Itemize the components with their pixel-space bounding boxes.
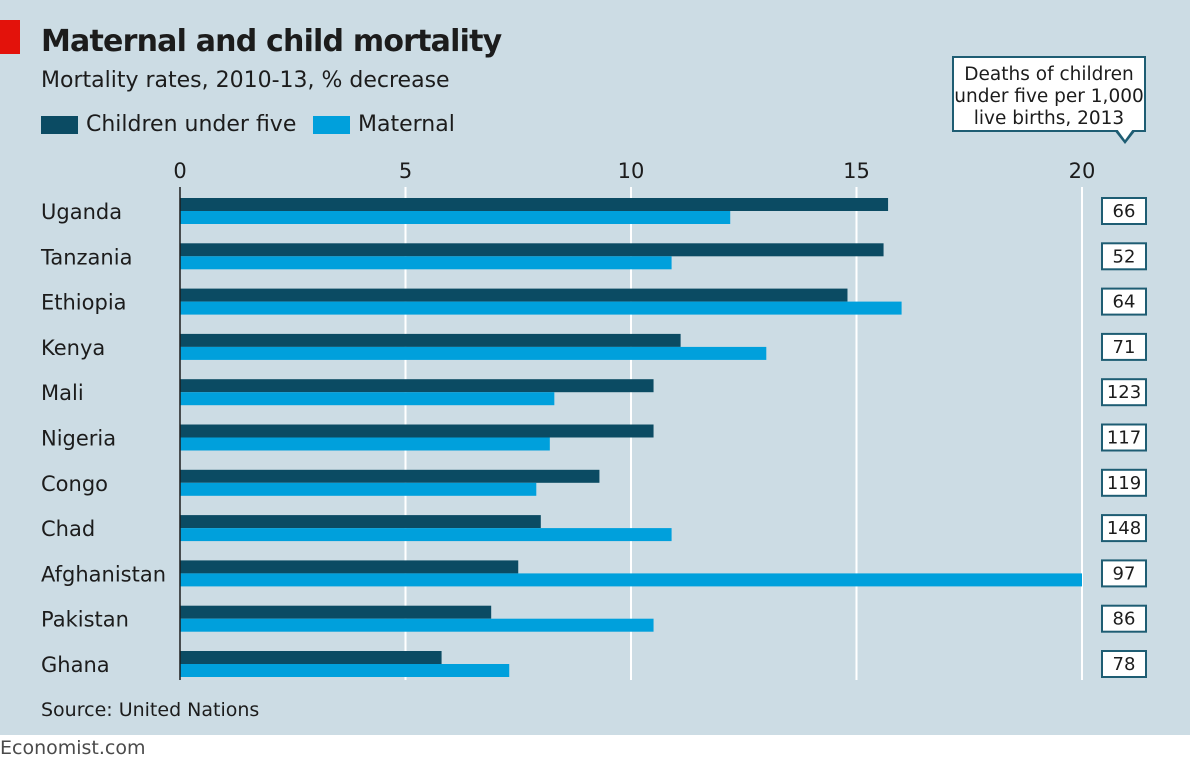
bar-children-under-five [180,605,492,619]
category-label: Congo [41,472,108,496]
bar-chart: 0 5 10 15 20 Uganda 66 Tanzania 52 Ethiopia 64 Keny… [40,159,1147,680]
x-tick-label: 0 [173,159,186,183]
category-label: Nigeria [41,427,116,451]
category-label: Afghanistan [41,562,166,586]
deaths-value-label: 123 [1107,382,1141,403]
category-label: Chad [41,517,95,541]
x-tick-label: 5 [399,159,412,183]
legend-label-maternal: Maternal [358,112,455,137]
bar-maternal [180,618,654,632]
bar-children-under-five [180,560,519,574]
deaths-value-label: 119 [1107,473,1141,494]
deaths-value-box [1101,514,1147,543]
deaths-value-label: 86 [1113,609,1136,630]
legend-item-children: Children under five [41,112,296,137]
category-label: Ethiopia [41,291,127,315]
brand-label: Economist.com [0,737,146,759]
deaths-value-label: 66 [1113,201,1136,222]
callout-line-3: live births, 2013 [973,108,1125,129]
deaths-value-box [1101,287,1147,316]
chart-title: Maternal and child mortality [41,24,502,59]
bar-maternal [180,301,902,315]
x-tick-label: 15 [843,159,870,183]
bar-maternal [180,346,767,360]
bar-children-under-five [180,515,541,529]
deaths-value-label: 97 [1113,563,1136,584]
bar-children-under-five [180,424,654,438]
category-label: Tanzania [40,245,132,269]
legend-item-maternal: Maternal [313,112,455,137]
category-label: Mali [41,381,84,405]
legend-swatch-children [41,115,78,134]
callout-pointer-fill [1117,129,1133,140]
category-label: Ghana [41,653,110,677]
bar-maternal [180,482,537,496]
deaths-value-box [1101,332,1147,361]
deaths-value-label: 78 [1113,654,1136,675]
bar-children-under-five [180,651,442,664]
callout-line-1: Deaths of children [964,64,1134,85]
deaths-value-label: 64 [1113,292,1136,313]
legend-label-children: Children under five [86,112,297,137]
deaths-value-box [1101,242,1147,271]
deaths-value-label: 71 [1113,337,1136,358]
chart-subtitle: Mortality rates, 2010-13, % decrease [41,68,450,93]
bar-children-under-five [180,469,600,483]
deaths-value-box [1101,378,1147,407]
bar-children-under-five [180,288,848,302]
bar-children-under-five [180,198,889,211]
category-label: Uganda [41,200,122,224]
bar-maternal [180,211,731,224]
category-label: Pakistan [41,608,129,632]
deaths-value-box [1101,197,1147,225]
source-note: Source: United Nations [41,699,260,721]
bar-children-under-five [180,379,654,393]
bar-maternal [180,664,510,677]
bar-children-under-five [180,243,884,257]
bar-children-under-five [180,333,681,347]
category-label: Kenya [41,336,105,360]
legend-swatch-maternal [313,115,350,134]
deaths-value-box [1101,423,1147,452]
brand-tab [0,20,20,54]
deaths-value-box [1101,559,1147,588]
x-tick-label: 10 [618,159,645,183]
x-tick-label: 20 [1069,159,1096,183]
bar-maternal [180,437,550,451]
bar-maternal [180,256,672,270]
bar-maternal [180,528,672,542]
deaths-value-box [1101,604,1147,633]
deaths-value-box [1101,468,1147,497]
deaths-value-label: 117 [1107,428,1141,449]
deaths-value-label: 148 [1107,518,1141,539]
deaths-value-label: 52 [1113,246,1136,267]
bar-maternal [180,392,555,406]
callout-line-2: under five per 1,000 [954,86,1144,107]
deaths-value-box [1101,650,1147,678]
bar-maternal [180,573,1082,587]
deaths-callout-box: Deaths of children under five per 1,000 … [952,56,1146,132]
